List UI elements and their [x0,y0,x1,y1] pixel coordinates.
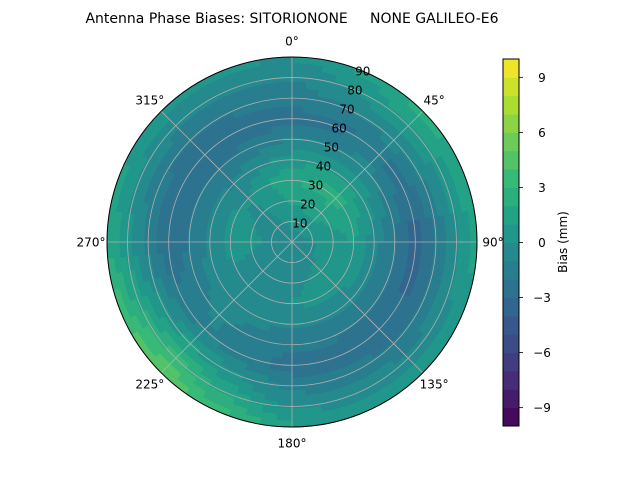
colorbar-band [503,279,519,299]
colorbar-bands [503,59,519,427]
radial-tick-label: 20 [300,198,315,212]
colorbar: −9 −6 −3 0 3 6 9 Bias (mm) [502,58,570,427]
colorbar-tick-label: 3 [538,181,546,195]
radial-tick-label: 30 [308,179,323,193]
radial-tick-label: 50 [324,141,339,155]
azimuth-tick-label: 270° [77,236,106,250]
azimuth-tick-label: 315° [135,93,164,107]
polar-grid [106,56,478,428]
plot-area: 0° 45° 90° 135° 180° 225° 270° 315° 10 20 30 40 50 6… [77,35,504,451]
colorbar-band [503,114,519,133]
radial-tick-label: 90 [355,65,370,79]
radial-tick-label: 60 [332,122,347,136]
azimuth-gridline [291,241,424,374]
azimuth-tick-label: 0° [285,35,299,49]
azimuth-tick-label: 225° [135,378,164,392]
azimuth-tick-labels: 0° 45° 90° 135° 180° 225° 270° 315° [77,35,504,451]
azimuth-tick-label: 45° [423,93,444,107]
colorbar-band [503,224,519,243]
azimuth-gridline [160,110,293,243]
colorbar-tick-label: −6 [533,346,551,360]
colorbar-tick-label: 9 [538,71,546,85]
plot-boundary [106,56,478,428]
colorbar-band [503,59,519,78]
colorbar-band [503,132,519,152]
colorbar-label: Bias (mm) [556,211,570,273]
colorbar-band [503,407,519,427]
azimuth-tick-label: 135° [420,378,449,392]
colorbar-band [503,352,519,372]
colorbar-band [503,370,519,390]
colorbar-tick-label: 6 [538,126,546,140]
colorbar-ticks: −9 −6 −3 0 3 6 9 [519,71,551,415]
colorbar-band [503,242,519,262]
colorbar-band [503,297,519,317]
colorbar-band [503,150,519,170]
colorbar-band [503,77,519,97]
colorbar-tick-label: −3 [533,291,551,305]
azimuth-tick-label: 90° [482,236,503,250]
radial-tick-label: 80 [347,84,362,98]
colorbar-band [503,95,519,115]
colorbar-band [503,389,519,409]
colorbar-tick-label: −9 [533,401,551,415]
radial-tick-label: 10 [292,217,307,231]
radial-tick-labels: 10 20 30 40 50 60 70 80 90 [292,65,370,231]
colorbar-band [503,187,519,207]
colorbar-band [503,315,519,335]
chart-title: Antenna Phase Biases: SITORIONONE NONE G… [85,11,498,27]
radial-tick-label: 40 [316,160,331,174]
colorbar-band [503,169,519,188]
colorbar-band [503,260,519,280]
radial-tick-label: 70 [339,103,354,117]
colorbar-band [503,205,519,225]
azimuth-gridline [291,110,424,243]
azimuth-tick-label: 180° [278,437,307,451]
colorbar-tick-label: 0 [538,236,546,250]
azimuth-gridline [160,241,293,374]
colorbar-band [503,334,519,354]
